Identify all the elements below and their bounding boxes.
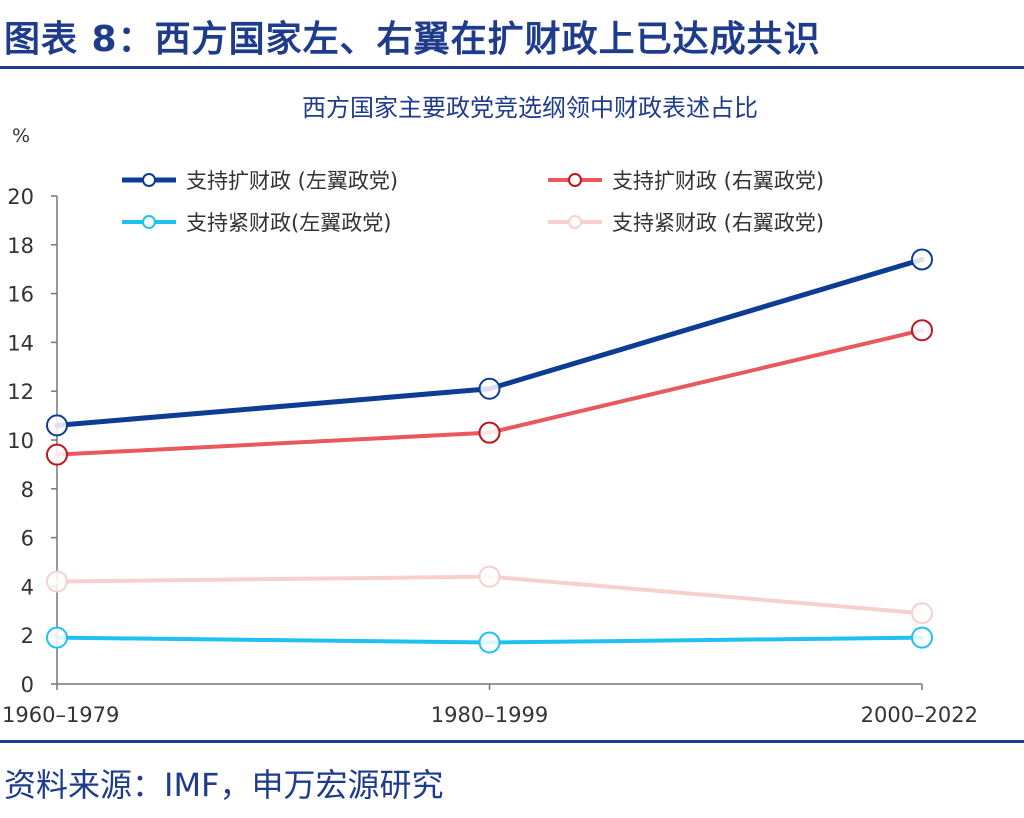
data-point <box>478 631 501 654</box>
series-4 <box>46 565 933 625</box>
figure-title: 图表 8：西方国家左、右翼在扩财政上已达成共识 <box>4 19 821 60</box>
y-tick-label: 20 <box>7 185 34 209</box>
y-tick-label: 6 <box>21 527 34 551</box>
chart-title: 西方国家主要政党竞选纲领中财政表述占比 <box>302 94 758 122</box>
title-divider <box>0 66 1024 69</box>
data-point <box>46 443 68 466</box>
legend-item: 支持扩财政 (右翼政党) <box>548 169 824 193</box>
legend: 支持扩财政 (左翼政党) 支持扩财政 (右翼政党) 支持紧财政(左翼政党) 支持紧财政… <box>122 169 824 235</box>
y-tick-label: 16 <box>7 283 34 307</box>
x-tick-label: 2000–2022 <box>861 703 978 727</box>
y-axis-unit-label: % <box>12 125 30 147</box>
data-point <box>478 421 501 444</box>
legend-swatch-marker <box>142 215 156 229</box>
series-group <box>46 248 933 654</box>
legend-label: 支持紧财政 (右翼政党) <box>612 211 824 235</box>
source-divider <box>0 740 1024 743</box>
y-tick-label: 14 <box>7 331 34 355</box>
data-point <box>46 626 68 649</box>
legend-label: 支持紧财政(左翼政党) <box>186 211 391 235</box>
y-axis-ticks: 0 2 4 6 8 10 12 14 16 18 20 <box>7 185 57 697</box>
y-tick-label: 2 <box>21 624 34 648</box>
legend-swatch-marker <box>142 173 156 187</box>
y-tick-label: 4 <box>21 575 34 599</box>
data-point <box>911 602 933 625</box>
x-tick-label: 1980–1999 <box>431 703 548 727</box>
legend-label: 支持扩财政 (右翼政党) <box>612 169 824 193</box>
data-point <box>911 319 933 342</box>
x-tick-label: 1960–1979 <box>2 703 119 727</box>
series-2 <box>46 319 933 466</box>
series-1 <box>46 248 933 437</box>
series-3 <box>46 626 933 654</box>
line-chart: 西方国家主要政党竞选纲领中财政表述占比 % 02468101214161820 … <box>2 94 978 727</box>
data-point <box>911 248 933 271</box>
data-point <box>478 377 501 400</box>
source-note: 资料来源：IMF，申万宏源研究 <box>4 766 444 804</box>
data-point <box>46 414 68 437</box>
x-axis-ticks: 1960–1979 1980–1999 2000–2022 <box>2 684 978 727</box>
data-point <box>911 626 933 649</box>
y-tick-label: 8 <box>21 478 34 502</box>
data-point <box>46 570 68 593</box>
y-tick-label: 12 <box>7 380 34 404</box>
series-line <box>54 256 925 428</box>
y-tick-label: 10 <box>7 429 34 453</box>
legend-label: 支持扩财政 (左翼政党) <box>186 169 398 193</box>
y-tick-label: 0 <box>21 673 34 697</box>
legend-swatch-marker <box>568 215 582 229</box>
legend-item: 支持紧财政 (右翼政党) <box>548 211 824 235</box>
y-tick-label: 18 <box>7 234 34 258</box>
data-point <box>478 565 501 588</box>
legend-item: 支持紧财政(左翼政党) <box>122 211 391 235</box>
legend-swatch-marker <box>568 173 582 187</box>
legend-item: 支持扩财政 (左翼政党) <box>122 169 398 193</box>
